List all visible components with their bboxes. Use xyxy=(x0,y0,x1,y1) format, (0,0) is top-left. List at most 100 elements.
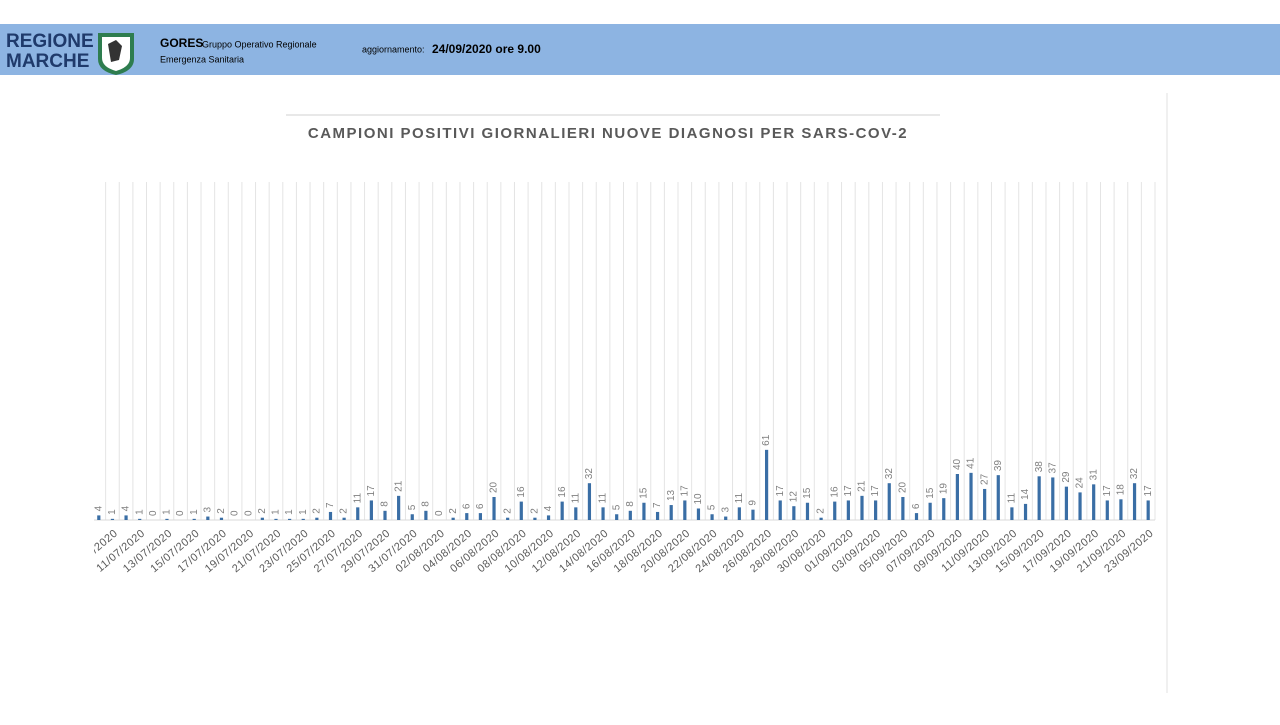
data-label: 15 xyxy=(639,487,650,499)
bar xyxy=(451,517,455,520)
data-label: 15 xyxy=(802,487,813,499)
data-label: 5 xyxy=(407,504,418,510)
logo-shield xyxy=(98,33,134,75)
bar xyxy=(288,518,292,520)
data-label: 6 xyxy=(461,503,472,509)
bar xyxy=(642,502,646,520)
bar xyxy=(1119,499,1123,520)
data-label: 0 xyxy=(148,510,159,516)
data-label: 17 xyxy=(1102,485,1113,497)
header-band xyxy=(0,24,1280,75)
data-label: 2 xyxy=(312,508,323,514)
bar xyxy=(328,511,333,520)
data-label: 11 xyxy=(352,493,363,504)
data-label: 17 xyxy=(870,485,881,497)
bar xyxy=(805,502,810,520)
data-label: 1 xyxy=(107,509,118,515)
data-label: 17 xyxy=(1143,485,1154,497)
data-label: 0 xyxy=(243,510,254,516)
data-label: 31 xyxy=(1088,469,1099,481)
data-label: 4 xyxy=(93,505,104,511)
data-label: 61 xyxy=(761,434,772,446)
data-label: 16 xyxy=(557,486,568,498)
bar xyxy=(1037,476,1041,520)
data-label: 16 xyxy=(516,486,527,498)
data-label: 24 xyxy=(1075,477,1086,489)
bar xyxy=(696,508,701,520)
org-full: Gruppo Operativo Regionale xyxy=(202,39,317,49)
data-label: 41 xyxy=(966,457,977,469)
data-label: 9 xyxy=(748,500,759,506)
update-value: 24/09/2020 ore 9.00 xyxy=(432,42,541,56)
data-label: 11 xyxy=(570,493,581,504)
bar xyxy=(369,500,373,520)
bar xyxy=(546,515,551,520)
bar xyxy=(833,501,837,520)
data-label: 4 xyxy=(543,505,554,511)
data-label: 2 xyxy=(216,508,227,514)
bar xyxy=(860,495,864,520)
chart-title: CAMPIONI POSITIVI GIORNALIERI NUOVE DIAG… xyxy=(308,125,908,142)
bar xyxy=(1010,507,1014,520)
bar xyxy=(506,517,510,520)
update-label: aggiornamento: xyxy=(362,44,425,54)
bar xyxy=(342,517,346,520)
data-label: 16 xyxy=(829,486,840,498)
bar xyxy=(751,509,755,520)
data-label: 21 xyxy=(393,480,404,492)
data-label: 1 xyxy=(162,509,173,515)
bar xyxy=(737,507,741,520)
data-label: 12 xyxy=(788,491,799,503)
data-label: 20 xyxy=(898,481,909,493)
data-label: 32 xyxy=(584,468,595,480)
bar xyxy=(1132,483,1137,520)
data-label: 1 xyxy=(189,509,200,515)
bar xyxy=(206,516,210,520)
data-label: 3 xyxy=(720,507,731,513)
data-label: 0 xyxy=(434,510,445,516)
bar xyxy=(492,497,496,520)
bar xyxy=(778,500,782,520)
data-label: 39 xyxy=(993,460,1004,472)
bar xyxy=(274,518,278,520)
data-label: 2 xyxy=(257,508,268,514)
data-label: 14 xyxy=(1020,488,1031,500)
bar xyxy=(710,514,714,520)
data-label: 6 xyxy=(475,503,486,509)
bar xyxy=(301,518,305,520)
data-label: 20 xyxy=(489,481,500,493)
bar xyxy=(410,514,414,520)
bar xyxy=(260,517,264,520)
bar xyxy=(969,472,973,520)
bar xyxy=(315,517,319,520)
org: GORES xyxy=(160,36,203,50)
data-label: 11 xyxy=(734,493,745,504)
bar xyxy=(887,483,891,520)
bar xyxy=(983,488,987,520)
bar xyxy=(874,500,878,520)
data-label: 1 xyxy=(298,509,309,515)
bar xyxy=(424,510,428,520)
bar xyxy=(478,513,483,520)
bar xyxy=(124,515,128,520)
data-label: 2 xyxy=(816,508,827,514)
data-label: 18 xyxy=(1116,484,1127,496)
data-label: 32 xyxy=(884,468,895,480)
bar xyxy=(846,500,850,520)
data-label: 2 xyxy=(530,508,541,514)
data-label: 17 xyxy=(679,485,690,497)
data-label: 7 xyxy=(325,502,336,508)
bar xyxy=(792,506,796,520)
data-label: 2 xyxy=(339,508,350,514)
logo-text: REGIONE xyxy=(6,31,94,52)
bar xyxy=(397,495,401,520)
data-label: 11 xyxy=(598,493,609,504)
data-label: 8 xyxy=(380,501,391,507)
data-label: 17 xyxy=(366,485,377,497)
data-label: 4 xyxy=(121,505,132,511)
bar xyxy=(383,510,387,520)
bar xyxy=(928,502,932,520)
bar xyxy=(1051,477,1055,520)
bar xyxy=(1092,484,1096,520)
